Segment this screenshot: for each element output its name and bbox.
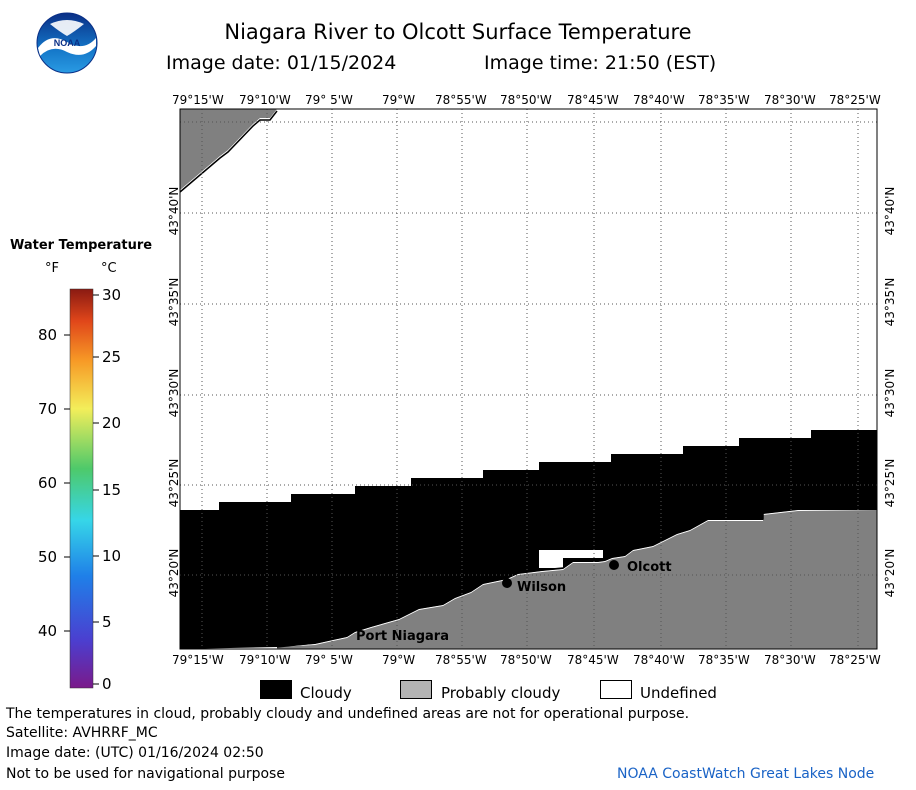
disclaimer-text: The temperatures in cloud, probably clou…: [6, 706, 690, 722]
image-date-label: Image date: 01/15/2024: [166, 52, 397, 74]
lon-tick-bottom: 79°10'W: [239, 653, 291, 667]
lon-tick-bottom: 78°25'W: [829, 653, 881, 667]
probably-cloudy-land: [277, 510, 877, 649]
utc-date-text: Image date: (UTC) 01/16/2024 02:50: [6, 745, 264, 761]
lon-tick-top: 78°30'W: [764, 93, 816, 107]
noaa-logo: NOAA: [36, 12, 98, 74]
lon-tick-top: 78°45'W: [567, 93, 619, 107]
olcott-marker: [609, 560, 619, 570]
lat-tick-right: 43°25'N: [883, 458, 897, 508]
lon-tick-top: 79°W: [382, 93, 416, 107]
map-frame: [179, 108, 878, 650]
image-time-label: Image time: 21:50 (EST): [484, 52, 717, 74]
lon-tick-top: 78°50'W: [500, 93, 552, 107]
legend-f-label: 50: [38, 548, 58, 566]
lat-tick-right: 43°40'N: [883, 186, 897, 236]
lat-tick-left: 43°35'N: [167, 277, 181, 327]
wilson-marker: [502, 578, 512, 588]
lon-tick-top: 78°40'W: [633, 93, 685, 107]
legend-c-label: 20: [102, 414, 122, 432]
lon-tick-top: 79° 5'W: [305, 93, 353, 107]
key-swatch-undefined: [600, 680, 632, 699]
lat-tick-right: 43°20'N: [883, 548, 897, 598]
undefined-notch: [563, 550, 603, 558]
lon-tick-bottom: 79°W: [382, 653, 416, 667]
nw-shoreline: [179, 110, 278, 193]
legend-title: Water Temperature: [10, 238, 153, 253]
legend-c-label: 5: [102, 613, 112, 631]
legend-f-label: 60: [38, 474, 58, 492]
lon-tick-top: 79°10'W: [239, 93, 291, 107]
lon-tick-bottom: 79° 5'W: [305, 653, 353, 667]
legend-unit-f: °F: [45, 261, 59, 276]
legend-f-label: 80: [38, 326, 58, 344]
probably-cloudy-nw-region: [180, 109, 277, 190]
lat-tick-left: 43°30'N: [167, 368, 181, 418]
place-label-olcott: Olcott: [627, 560, 672, 575]
lon-tick-bottom: 78°50'W: [500, 653, 552, 667]
temperature-color-bar: [69, 288, 94, 689]
legend-c-label: 30: [102, 286, 122, 304]
lat-tick-left: 43°25'N: [167, 458, 181, 508]
legend-c-label: 15: [102, 481, 122, 499]
legend-c-label: 25: [102, 348, 122, 366]
key-swatch-probably-cloudy: [400, 680, 432, 699]
shoreline: [276, 508, 877, 648]
lon-tick-top: 78°35'W: [698, 93, 750, 107]
lon-tick-bottom: 78°35'W: [698, 653, 750, 667]
lon-tick-top: 78°55'W: [435, 93, 487, 107]
cloudy-region: [180, 430, 877, 649]
lon-tick-bottom: 79°15'W: [172, 653, 224, 667]
lat-tick-left: 43°40'N: [167, 186, 181, 236]
lat-tick-right: 43°30'N: [883, 368, 897, 418]
lat-tick-right: 43°35'N: [883, 277, 897, 327]
legend-c-label: 0: [102, 675, 112, 693]
undefined-notch: [539, 550, 563, 568]
place-label-wilson: Wilson: [517, 580, 567, 595]
legend-c-label: 10: [102, 547, 122, 565]
lat-tick-left: 43°20'N: [167, 548, 181, 598]
key-swatch-cloudy: [260, 680, 292, 699]
lon-tick-top: 78°25'W: [829, 93, 881, 107]
navigation-warning: Not to be used for navigational purpose: [6, 766, 285, 782]
lon-tick-bottom: 78°40'W: [633, 653, 685, 667]
logo-text: NOAA: [54, 38, 81, 48]
key-label-undefined: Undefined: [640, 684, 717, 702]
lon-tick-bottom: 78°55'W: [435, 653, 487, 667]
lon-tick-top: 79°15'W: [172, 93, 224, 107]
page-title: Niagara River to Olcott Surface Temperat…: [224, 20, 692, 44]
credit-link[interactable]: NOAA CoastWatch Great Lakes Node: [617, 766, 875, 782]
place-label-port-niagara: Port Niagara: [356, 629, 449, 644]
legend-f-label: 70: [38, 400, 58, 418]
lon-tick-bottom: 78°30'W: [764, 653, 816, 667]
satellite-text: Satellite: AVHRRF_MC: [6, 725, 158, 741]
key-label-probably-cloudy: Probably cloudy: [441, 684, 561, 702]
key-label-cloudy: Cloudy: [300, 684, 352, 702]
lon-tick-bottom: 78°45'W: [567, 653, 619, 667]
legend-unit-c: °C: [101, 261, 117, 276]
legend-f-label: 40: [38, 622, 58, 640]
